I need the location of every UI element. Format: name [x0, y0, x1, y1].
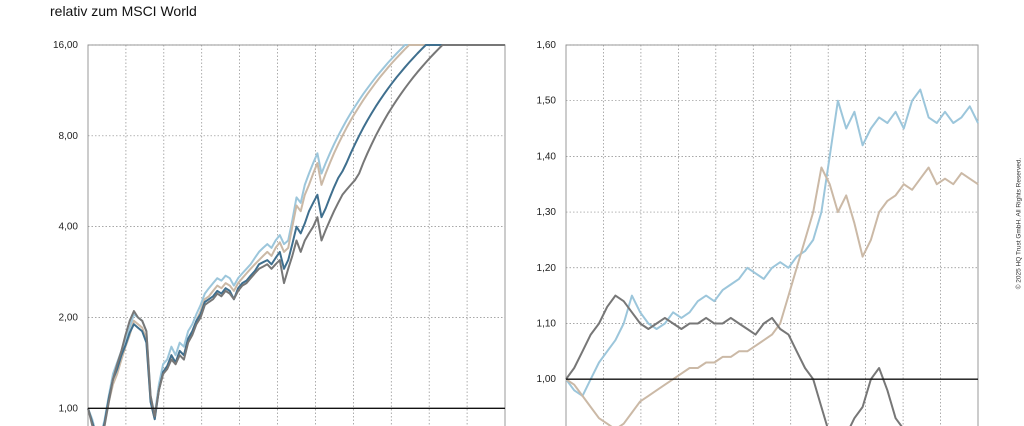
right-ytick-label-1: 1,50: [537, 96, 557, 107]
right-series-line-0: [565, 88, 979, 397]
right-ytick-label-6: 1,00: [537, 374, 557, 385]
right-series-line-2: [565, 294, 903, 426]
right-ytick-label-3: 1,30: [537, 207, 557, 218]
left-ytick-label-4: 1,00: [59, 403, 79, 414]
left-ytick-label-3: 2,00: [59, 312, 79, 323]
left-series-line-3: [87, 44, 505, 426]
left-series-line-2: [87, 44, 505, 426]
left-plot-frame: [87, 44, 506, 426]
right-ytick-label-4: 1,20: [537, 263, 557, 274]
left-series-line-1: [87, 44, 505, 426]
right-ytick-label-0: 1,60: [537, 40, 557, 51]
left-ytick-label-2: 4,00: [59, 222, 79, 233]
left-ytick-label-0: 16,00: [53, 40, 78, 51]
chart-subtitle: relativ zum MSCI World: [50, 3, 197, 19]
right-chart: 1,60 1,50 1,40 1,30 1,20 1,10 1,00: [537, 40, 979, 426]
left-series-line-0: [87, 44, 505, 426]
left-chart: 16,00 8,00 4,00 2,00 1,00: [53, 40, 506, 426]
copyright-note: © 2025 HQ Trust GmbH. All Rights Reserve…: [1009, 150, 1023, 300]
left-ytick-label-1: 8,00: [59, 131, 79, 142]
right-plot-frame: [565, 44, 979, 426]
right-ytick-label-2: 1,40: [537, 151, 557, 162]
right-ytick-label-5: 1,10: [537, 318, 557, 329]
right-series-line-1: [565, 166, 979, 426]
copyright-text: © 2025 HQ Trust GmbH. All Rights Reserve…: [1015, 157, 1023, 290]
